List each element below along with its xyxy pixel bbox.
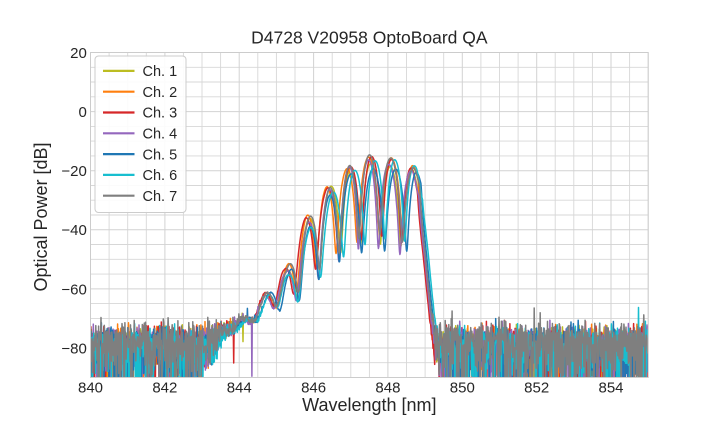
svg-text:Optical Power [dB]: Optical Power [dB] <box>31 142 51 291</box>
svg-text:854: 854 <box>599 380 624 397</box>
svg-text:842: 842 <box>152 380 177 397</box>
svg-text:Ch. 1: Ch. 1 <box>143 64 178 80</box>
svg-text:Ch. 2: Ch. 2 <box>143 85 178 101</box>
svg-text:844: 844 <box>227 380 252 397</box>
svg-text:846: 846 <box>301 380 326 397</box>
svg-text:−80: −80 <box>61 340 86 357</box>
svg-text:850: 850 <box>450 380 475 397</box>
svg-text:Wavelength [nm]: Wavelength [nm] <box>302 395 436 415</box>
svg-text:D4728 V20958 OptoBoard QA: D4728 V20958 OptoBoard QA <box>251 28 488 48</box>
svg-text:−20: −20 <box>61 163 86 180</box>
svg-text:Ch. 7: Ch. 7 <box>143 189 178 205</box>
svg-text:20: 20 <box>70 45 87 62</box>
svg-text:Ch. 4: Ch. 4 <box>143 127 178 143</box>
svg-text:852: 852 <box>524 380 549 397</box>
svg-text:−40: −40 <box>61 222 86 239</box>
svg-text:Ch. 3: Ch. 3 <box>143 106 178 122</box>
svg-text:848: 848 <box>375 380 400 397</box>
svg-text:Ch. 6: Ch. 6 <box>143 168 178 184</box>
svg-text:Ch. 5: Ch. 5 <box>143 147 178 163</box>
svg-text:0: 0 <box>78 104 86 121</box>
svg-text:840: 840 <box>78 380 103 397</box>
svg-text:−60: −60 <box>61 281 86 298</box>
